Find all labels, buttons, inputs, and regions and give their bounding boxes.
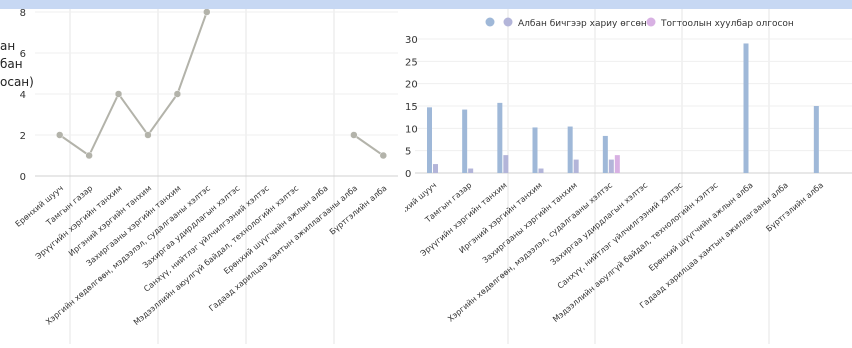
bar <box>567 126 573 173</box>
y-tick-label: 0 <box>405 169 411 180</box>
x-tick-label: Ерөнхий шууч <box>14 184 65 229</box>
x-tick-label: Санхүү, нийтлэг үйлчилгээний хэлтэс <box>556 181 685 291</box>
x-tick-label: Хэргийн хөдөлгөөн, мэдээлэл, судалгааны … <box>446 181 614 324</box>
bar <box>433 164 438 173</box>
legend-fragment-3: осан) <box>0 75 34 89</box>
legend-marker <box>646 17 656 27</box>
series-line <box>59 11 208 157</box>
bar <box>743 43 749 173</box>
legend-marker <box>485 17 495 27</box>
y-tick-label: 8 <box>20 9 26 19</box>
y-tick-label: 0 <box>20 172 26 183</box>
y-tick-label: 30 <box>405 35 418 46</box>
y-tick-label: 5 <box>405 147 411 158</box>
top-bar <box>0 0 852 9</box>
data-point <box>173 90 182 98</box>
bar <box>462 109 468 173</box>
legend-fragment-1: ан <box>0 39 16 53</box>
y-tick-label: 2 <box>20 131 26 142</box>
y-tick-label: 6 <box>20 49 26 60</box>
data-point <box>114 90 123 98</box>
legend-marker <box>503 17 513 27</box>
y-tick-label: 15 <box>405 102 418 113</box>
x-tick-label: Мэдээллийн аюулгүй байдал, технологийн х… <box>551 181 719 324</box>
bar <box>573 159 579 173</box>
x-tick-label: Бүртгэлийн алба <box>328 184 389 237</box>
bar <box>468 168 474 173</box>
data-point <box>350 131 358 139</box>
bar-chart-panel: 0 5 10 15 20 25 30 Албан бичгээр хариу өгсөн Тог… <box>387 9 852 344</box>
legend-label: Тогтоолын хуулбар олгосон <box>660 19 794 29</box>
bar <box>532 127 538 173</box>
series-line <box>353 134 384 157</box>
bar <box>538 168 544 173</box>
bar <box>503 155 509 173</box>
y-tick-label: 10 <box>405 124 418 135</box>
data-point <box>379 151 388 160</box>
bar-chart: 0 5 10 15 20 25 30 Албан бичгээр хариу өгсөн Тог… <box>387 9 852 344</box>
y-tick-label: 25 <box>405 57 418 68</box>
bar <box>497 102 503 173</box>
bar <box>813 106 819 173</box>
data-point <box>144 131 152 139</box>
bar <box>427 107 432 173</box>
data-point <box>203 8 211 16</box>
legend-label: Албан бичгээр хариу өгсөн <box>518 19 647 29</box>
y-tick-label: 4 <box>20 90 26 101</box>
data-point <box>55 131 64 139</box>
legend-fragment-2: бан <box>0 57 23 71</box>
bar <box>608 159 614 173</box>
bar <box>614 155 620 173</box>
bar <box>602 135 608 173</box>
y-tick-label: 20 <box>405 80 418 91</box>
line-chart-panel: ан бан осан) 0 2 4 6 8 Ерөнхий шууч Тамгын газ… <box>0 8 423 344</box>
data-point <box>85 151 93 160</box>
